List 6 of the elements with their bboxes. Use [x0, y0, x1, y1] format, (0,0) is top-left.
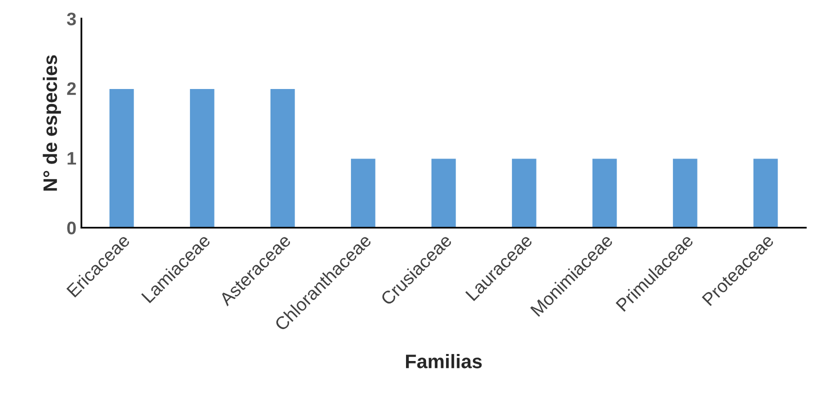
y-tick-label: 0 — [67, 222, 76, 234]
y-tick-label: 1 — [68, 152, 76, 165]
y-tick-label: 3 — [66, 12, 76, 26]
x-axis-title: Familias — [406, 354, 482, 368]
y-tick-label: 2 — [67, 82, 76, 95]
y-axis-title: N° de especies — [42, 55, 61, 191]
